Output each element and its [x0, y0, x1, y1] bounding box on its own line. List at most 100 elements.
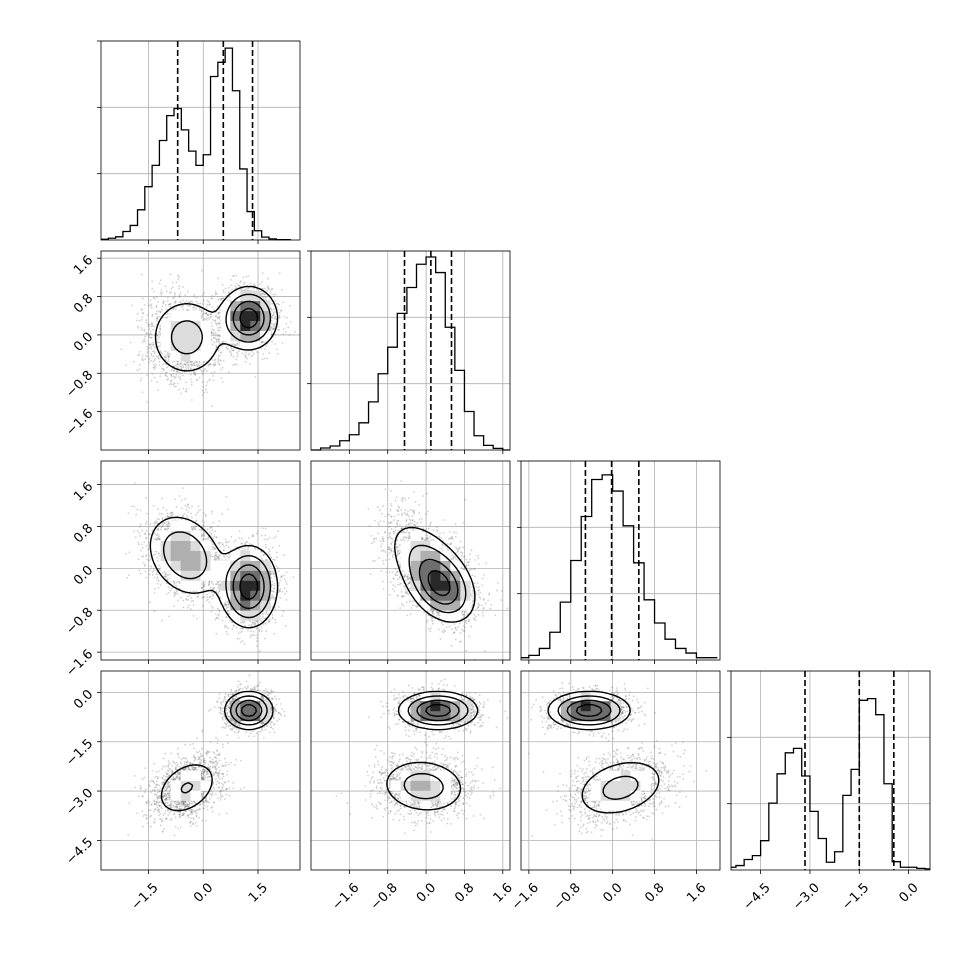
scatter-point: [272, 588, 275, 590]
scatter-point: [274, 311, 277, 314]
scatter-point: [162, 301, 165, 304]
scatter-point: [161, 291, 163, 294]
scatter-point: [232, 349, 235, 351]
scatter-point: [214, 363, 217, 366]
scatter-point: [201, 381, 204, 384]
scatter-point: [154, 533, 157, 535]
scatter-point: [263, 287, 266, 290]
scatter-point: [217, 338, 220, 341]
scatter-point: [170, 382, 173, 384]
scatter-point: [254, 547, 257, 550]
scatter-point: [261, 292, 264, 295]
scatter-point: [244, 355, 247, 358]
scatter-point: [215, 293, 218, 295]
scatter-point: [151, 529, 154, 532]
scatter-point: [226, 299, 229, 302]
scatter-point: [166, 351, 169, 354]
scatter-point: [218, 359, 221, 361]
scatter-point: [146, 374, 149, 376]
scatter-point: [264, 296, 267, 298]
scatter-point: [166, 352, 169, 355]
scatter-point: [227, 602, 230, 605]
scatter-point: [232, 355, 235, 358]
scatter-point: [214, 315, 217, 317]
scatter-point: [210, 331, 213, 334]
scatter-point: [179, 301, 182, 304]
scatter-point: [272, 327, 275, 330]
scatter-point: [271, 613, 274, 616]
scatter-point: [203, 367, 206, 370]
scatter-point: [166, 375, 168, 378]
scatter-point: [212, 328, 214, 331]
scatter-point: [191, 361, 194, 363]
hist-panel-3-frame: [730, 670, 931, 871]
scatter-point: [250, 355, 253, 358]
scatter-point: [184, 366, 187, 368]
scatter-panel-0-1-frame: [100, 250, 301, 451]
scatter-point: [276, 348, 278, 351]
scatter-point: [193, 371, 196, 374]
scatter-point: [153, 325, 156, 328]
scatter-point: [216, 305, 219, 308]
scatter-point: [202, 312, 205, 315]
scatter-point: [150, 336, 153, 339]
scatter-point: [188, 604, 190, 607]
scatter-point: [196, 379, 199, 382]
scatter-point: [157, 586, 160, 589]
scatter-point: [264, 534, 267, 537]
scatter-point: [141, 547, 144, 549]
scatter-point: [219, 359, 222, 362]
scatter-point: [272, 313, 275, 315]
scatter-point: [212, 318, 215, 321]
contour-level-4: [239, 307, 259, 329]
scatter-point: [218, 316, 221, 319]
scatter-point: [217, 607, 219, 610]
scatter-point: [196, 595, 199, 598]
scatter-point: [212, 537, 215, 540]
scatter-point: [271, 570, 274, 572]
scatter-point: [198, 528, 201, 531]
scatter-point: [268, 536, 271, 539]
scatter-point: [223, 549, 225, 552]
scatter-point: [242, 276, 245, 279]
scatter-point: [260, 287, 263, 290]
scatter-point: [230, 343, 233, 346]
scatter-point: [207, 314, 209, 317]
scatter-point: [175, 373, 178, 376]
density-cell: [250, 300, 261, 312]
density-cell: [170, 330, 181, 341]
scatter-point: [279, 596, 282, 599]
scatter-point: [141, 341, 144, 344]
scatter-point: [145, 321, 148, 324]
scatter-point: [180, 499, 183, 502]
scatter-point: [264, 623, 267, 625]
scatter-point: [225, 345, 228, 348]
scatter-point: [180, 366, 183, 368]
scatter-point: [182, 599, 185, 602]
scatter-point: [158, 538, 161, 540]
scatter-point: [137, 327, 140, 329]
scatter-point: [148, 328, 151, 331]
scatter-point: [207, 316, 210, 319]
scatter-point: [145, 545, 148, 547]
scatter-point: [264, 341, 267, 344]
scatter-point: [213, 370, 216, 373]
scatter-point: [187, 503, 189, 506]
scatter-point: [175, 281, 178, 284]
scatter-point: [284, 330, 287, 333]
scatter-point: [224, 603, 227, 606]
scatter-point: [261, 281, 264, 283]
scatter-point: [156, 537, 158, 540]
scatter-point: [128, 551, 131, 554]
scatter-point: [280, 575, 283, 578]
scatter-point: [271, 340, 274, 343]
scatter-point: [153, 352, 156, 355]
scatter-point: [261, 341, 263, 343]
scatter-point: [202, 583, 205, 585]
scatter-point: [281, 590, 284, 593]
scatter-point: [137, 543, 140, 546]
scatter-point: [161, 512, 163, 515]
scatter-point: [152, 343, 155, 346]
scatter-point: [225, 615, 228, 618]
scatter-point: [210, 315, 213, 318]
